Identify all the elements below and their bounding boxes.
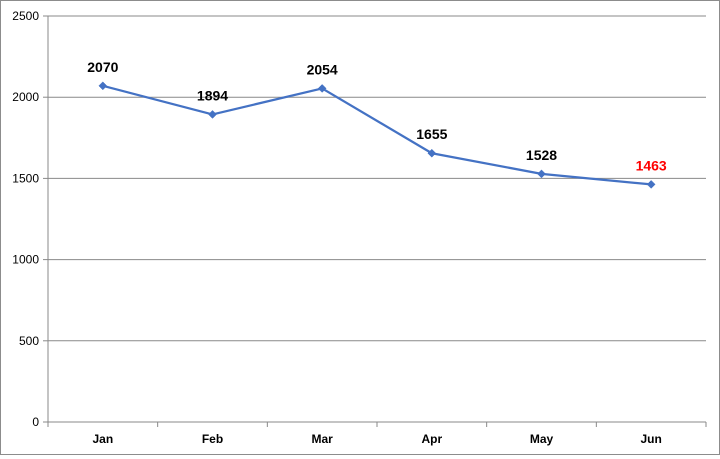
data-label-feb: 1894 [197, 87, 228, 103]
y-tick-label-1000: 1000 [12, 253, 39, 267]
x-tick-label-may: May [530, 432, 554, 446]
series-line [102, 84, 652, 186]
y-tick-label-1500: 1500 [12, 171, 39, 185]
x-tick-label-feb: Feb [202, 432, 223, 446]
x-tick-label-mar: Mar [311, 432, 333, 446]
x-axis-tick-labels: Jan Feb Mar Apr May Jun [92, 432, 661, 446]
data-point-jun [646, 180, 656, 189]
data-label-jan: 2070 [87, 59, 118, 75]
data-point-mar [317, 84, 327, 93]
x-tick-label-jan: Jan [92, 432, 113, 446]
data-label-mar: 2054 [307, 61, 338, 77]
data-point-jan [98, 81, 108, 91]
data-labels: 2070 1894 2054 1655 1528 1463 [87, 59, 667, 174]
axes [43, 15, 707, 427]
x-tick-label-jun: Jun [640, 432, 661, 446]
data-label-jun: 1463 [636, 157, 667, 173]
data-label-apr: 1655 [416, 126, 447, 142]
y-tick-label-500: 500 [19, 334, 39, 348]
y-tick-label-2500: 2500 [12, 9, 39, 23]
series [102, 84, 652, 186]
data-point-feb [208, 110, 217, 119]
data-markers [98, 81, 656, 189]
y-axis-tick-labels: 0 500 1000 1500 2000 2500 [12, 9, 39, 429]
y-tick-label-2000: 2000 [12, 90, 39, 104]
data-label-may: 1528 [526, 147, 557, 163]
y-tick-label-0: 0 [32, 415, 39, 429]
data-point-apr [427, 148, 437, 158]
x-tick-label-apr: Apr [421, 432, 442, 446]
gridlines [48, 15, 706, 342]
data-point-may [537, 169, 546, 179]
